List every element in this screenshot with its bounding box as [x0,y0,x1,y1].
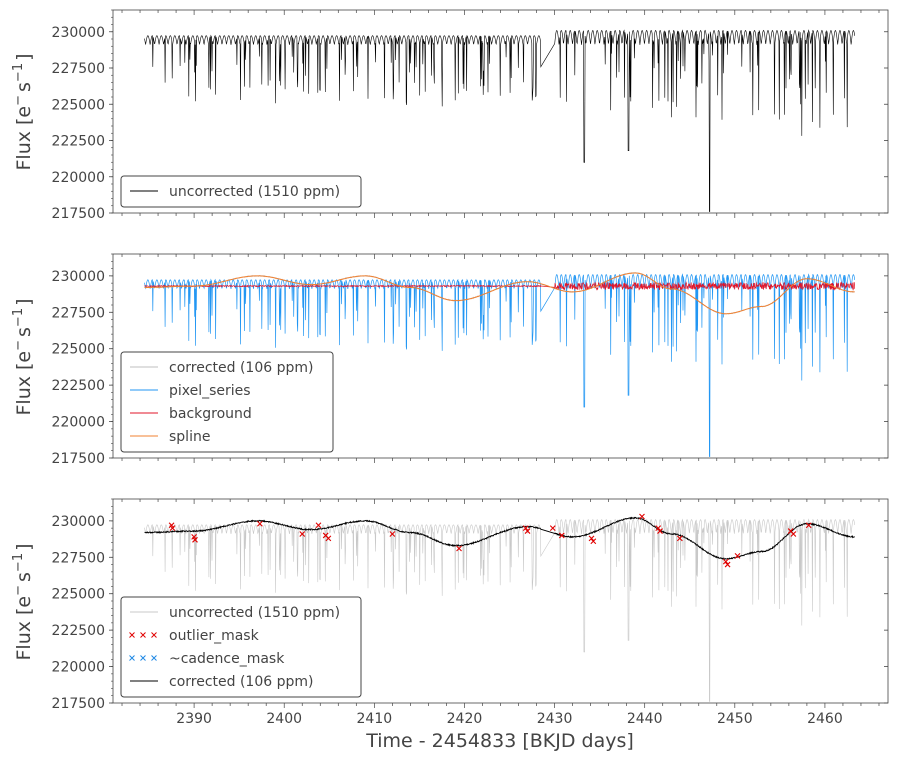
outlier-marker [299,531,306,537]
series-group [144,29,855,212]
outlier-marker [456,545,462,552]
legend-label: pixel_series [169,383,251,399]
legend-label: corrected (106 ppm) [169,360,313,376]
legend-marker [129,655,135,661]
outlier-marker [257,520,263,527]
x-tick-label: 2440 [627,711,663,727]
legend-frame [120,175,362,208]
legend-frame [120,596,362,698]
y-axis-label: Flux [e−s−1] [11,298,35,415]
x-tick-labels: 2390 2400 2410 2420 2430 2440 2450 2460 [176,711,842,727]
outlier-marker [522,525,529,532]
series-uncorrected [144,29,855,212]
outlier-marker [325,535,332,542]
outlier-marker [389,531,396,537]
y-tick-labels: 217500 220000 222500 225000 227500 230000 [52,269,105,467]
legend-marker [151,655,157,661]
y-tick-label: 225000 [52,97,105,113]
x-tick-label: 2410 [357,711,393,727]
y-tick-labels: 217500 220000 222500 225000 227500 230000 [52,25,105,222]
legend-label: outlier_mask [169,628,260,644]
outlier-marker [676,535,683,542]
x-axis-label: Time - 2454833 [BKJD days] [365,730,634,752]
legend-marker [140,655,146,661]
outlier-marker [790,531,797,537]
y-tick-label: 222500 [52,134,105,150]
x-tick-label: 2450 [717,711,753,727]
y-tick-label: 222500 [52,378,105,394]
series-group [144,513,855,702]
y-tick-label: 230000 [52,269,105,285]
outlier-marker [657,528,663,534]
x-tick-label: 2390 [176,711,212,727]
x-tick-label: 2400 [266,711,302,727]
outlier-marker [724,561,731,568]
x-tick-label: 2430 [537,711,573,727]
y-tick-label: 230000 [52,25,105,41]
legend-marker [129,632,135,638]
y-tick-label: 225000 [52,342,105,358]
outlier-marker [655,525,662,532]
legend-marker [151,632,157,638]
outlier-marker [805,522,812,529]
legend: uncorrected (1510 ppm) [120,175,362,208]
legend-label: background [169,406,252,422]
y-tick-label: 217500 [52,206,105,222]
series-group [144,271,856,457]
legend-label: spline [169,429,210,445]
y-tick-label: 227500 [52,550,105,566]
series-background [144,281,856,291]
x-tick-label: 2420 [447,711,483,727]
outlier-marker [524,528,531,534]
legend-label: uncorrected (1510 ppm) [169,605,340,621]
series-spline [144,272,855,315]
y-tick-labels: 217500 220000 222500 225000 227500 230000 [52,514,105,712]
y-tick-label: 225000 [52,587,105,603]
outlier-marker [590,538,597,545]
outlier-marker [169,525,176,532]
y-tick-label: 217500 [52,696,105,712]
outlier-marker [734,552,741,559]
legend: uncorrected (1510 ppm) outlier_mask ~caden… [120,596,362,698]
y-tick-label: 230000 [52,514,105,530]
y-tick-label: 220000 [52,415,105,431]
legend-marker [140,632,146,638]
y-tick-label: 227500 [52,61,105,77]
legend-frame [120,351,334,453]
panel-bottom: 217500 220000 222500 225000 227500 230000 239… [11,498,889,752]
y-tick-label: 220000 [52,170,105,186]
series-pixel-series [144,273,856,457]
outlier-marker [588,535,595,542]
tick-marks [109,498,888,708]
tick-marks [109,9,888,218]
panel-middle: 217500 220000 222500 225000 227500 230000 Flu… [11,253,889,467]
x-tick-label: 2460 [807,711,843,727]
tick-marks [109,253,888,463]
outlier-marker [722,558,729,565]
y-tick-label: 220000 [52,660,105,676]
legend-label: ~cadence_mask [169,651,285,667]
y-tick-label: 217500 [52,451,105,467]
legend: corrected (106 ppm) pixel_series backgroun… [120,351,334,453]
outlier-marker [315,522,322,529]
panel-top: 217500 220000 222500 225000 227500 230000 Flu… [11,9,889,222]
y-axis-label: Flux [e−s−1] [11,543,35,660]
outlier-marker [549,525,556,532]
y-tick-label: 227500 [52,305,105,321]
y-axis-label: Flux [e−s−1] [11,53,35,170]
legend-label: uncorrected (1510 ppm) [169,184,340,200]
outlier-marker [558,532,565,539]
outlier-marker [639,513,645,520]
legend-label: corrected (106 ppm) [169,674,313,690]
y-tick-label: 222500 [52,623,105,639]
outlier-marker [192,536,198,543]
